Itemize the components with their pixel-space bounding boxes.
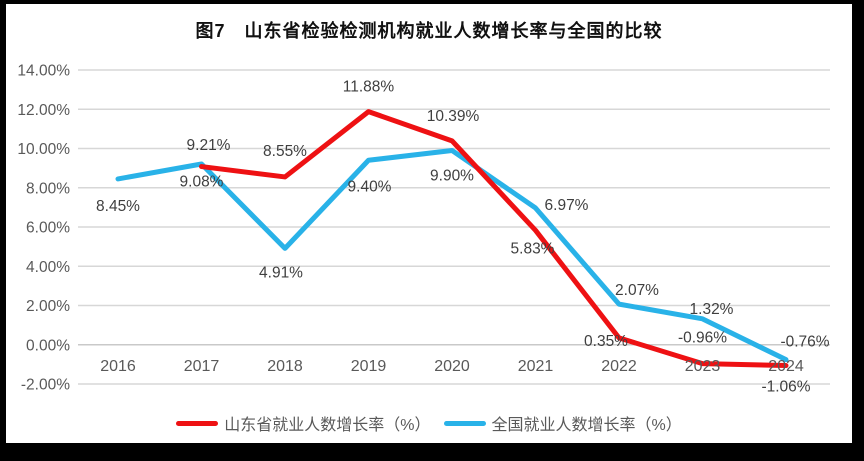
red-line-swatch-icon [176,420,219,426]
series-line-national [115,147,789,363]
blue-line-swatch-icon [443,420,486,426]
data-label-national: 4.91% [259,264,303,281]
chart-figure: 图7 山东省检验检测机构就业人数增长率与全国的比较 2016 2017 2018 20… [6,4,852,443]
data-label-shandong: 10.39% [427,108,480,125]
data-label-national: 2.07% [615,282,659,299]
series-line-shandong [199,109,789,369]
x-tick-label: 2020 [434,358,470,375]
y-tick-label: 6.00% [26,220,70,237]
data-label-shandong: 0.35% [584,333,628,350]
x-tick-label: 2023 [685,358,721,375]
data-label-shandong: -0.96% [678,330,727,347]
legend-label-national: 全国就业人数增长率（%） [491,417,682,434]
x-tick-label: 2016 [100,358,136,375]
y-tick-label: 4.00% [26,259,70,276]
line-chart-plot: 2016 2017 2018 2019 2020 2021 2022 2023 2024 14.0… [17,63,830,396]
x-tick-label: 2019 [351,358,387,375]
data-label-national: 9.90% [430,167,474,184]
data-label-national: 9.21% [187,137,231,154]
y-tick-label: 2.00% [26,298,70,315]
data-label-national: 1.32% [690,301,734,318]
x-tick-label: 2021 [518,358,554,375]
y-tick-label: 10.00% [17,141,70,158]
x-tick-label: 2022 [601,358,637,375]
chart-title: 图7 山东省检验检测机构就业人数增长率与全国的比较 [195,21,663,41]
y-tick-label: 8.00% [26,180,70,197]
legend-item-shandong: 山东省就业人数增长率（%） [176,411,431,435]
y-tick-label: 0.00% [26,337,70,354]
data-label-shandong: 9.08% [180,174,224,191]
data-label-shandong: 11.88% [343,79,395,96]
x-tick-label: 2017 [184,358,220,375]
data-label-national: 6.97% [545,197,589,214]
data-label-shandong: 8.55% [263,143,307,160]
chart-legend: 山东省就业人数增长率（%） 全国就业人数增长率（%） [6,410,852,436]
y-tick-label: 14.00% [17,63,70,80]
y-tick-label: -2.00% [21,377,70,394]
x-tick-label: 2024 [768,358,804,375]
data-label-national: 8.45% [96,198,140,215]
legend-label-shandong: 山东省就业人数增长率（%） [224,417,431,434]
y-tick-label: 12.00% [17,102,70,119]
data-label-national: -0.76% [780,334,829,351]
x-tick-label: 2018 [267,358,303,375]
data-label-national: 9.40% [348,178,392,195]
legend-item-national: 全国就业人数增长率（%） [443,411,682,435]
data-label-shandong: 5.83% [511,240,555,257]
data-label-shandong: -1.06% [761,379,810,396]
